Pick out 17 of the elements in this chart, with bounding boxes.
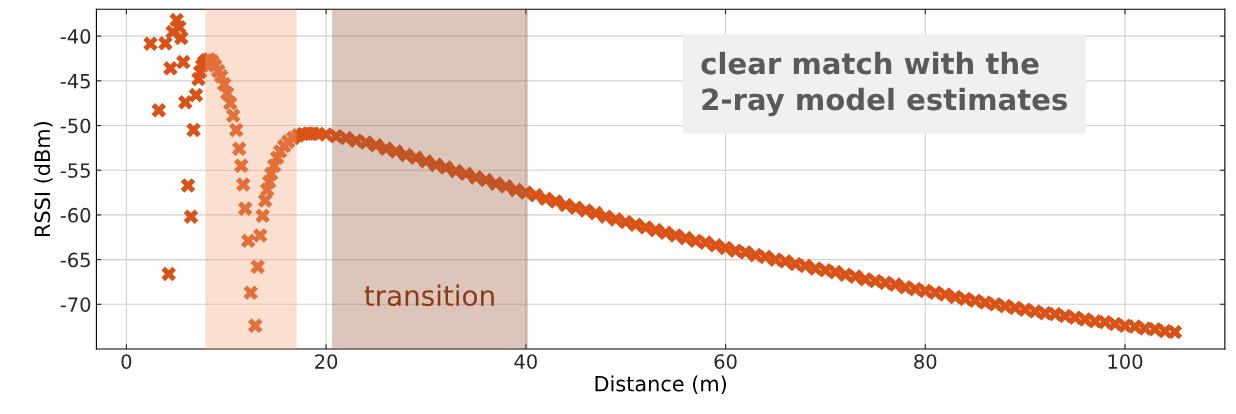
x-axis-title: Distance (m)	[595, 375, 726, 395]
y-tick-label: -60	[60, 207, 91, 223]
y-axis-title: RSSI (dBm)	[34, 122, 53, 236]
x-tick-label: 40	[514, 354, 537, 369]
y-tick-label: -45	[60, 74, 90, 89]
annotation: clear match with the 2-ray model estimates	[701, 51, 1067, 117]
x-tick-label: 100	[1108, 354, 1143, 369]
x-tick-label: 80	[914, 354, 937, 369]
band-label: transition	[364, 284, 494, 307]
y-tick-label: -50	[60, 118, 91, 134]
y-tick-label: -55	[60, 163, 90, 178]
x-tick-label: 0	[121, 354, 132, 369]
y-tick-label: -70	[60, 297, 91, 312]
x-tick-label: 60	[714, 354, 737, 369]
x-tick-label: 20	[315, 354, 338, 369]
y-tick-label: -40	[60, 29, 91, 44]
y-tick-label: -65	[60, 252, 90, 268]
